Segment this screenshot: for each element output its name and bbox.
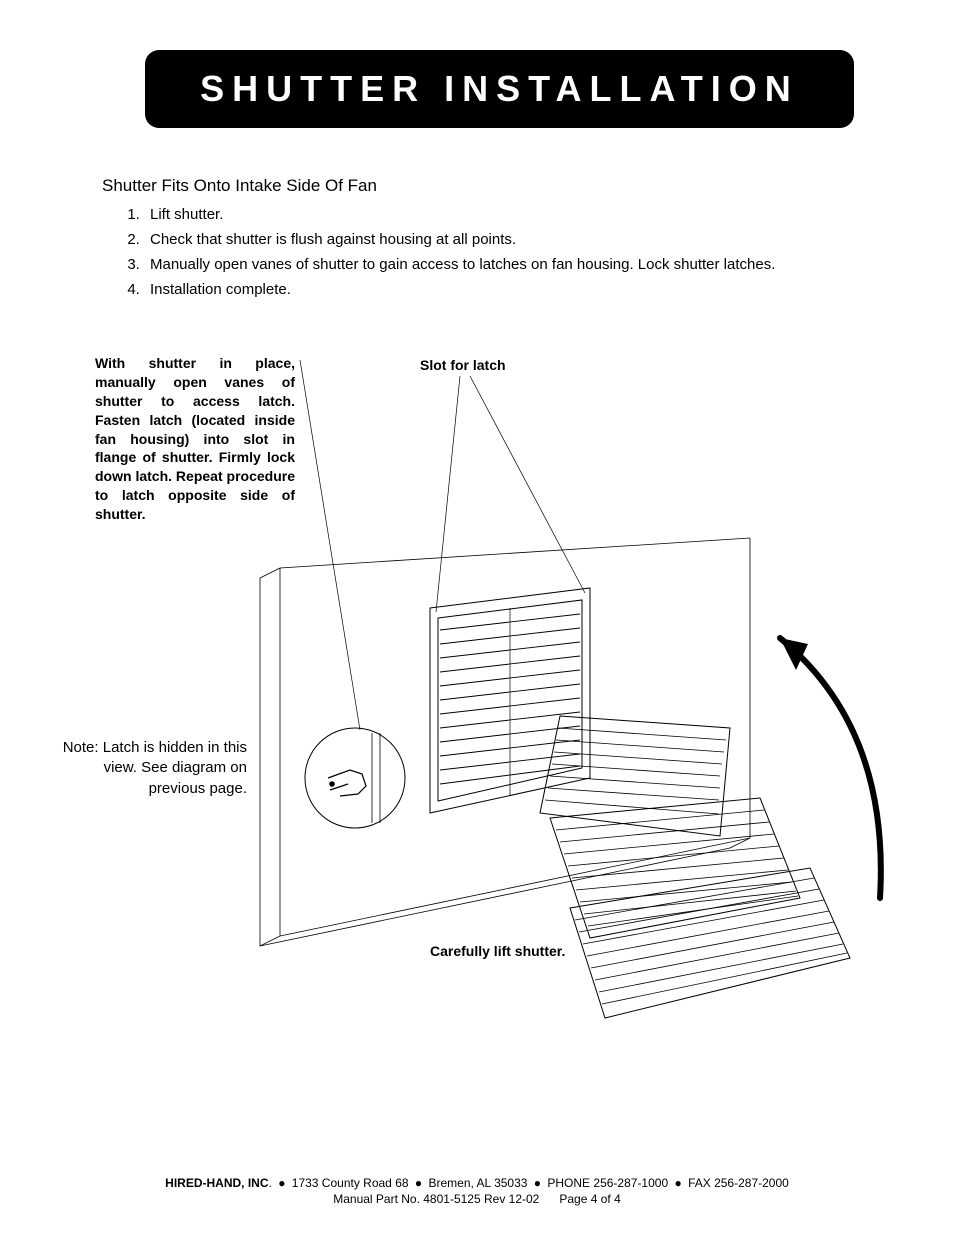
steps-list: Lift shutter. Check that shutter is flus… xyxy=(120,206,894,298)
title-bar: SHUTTER INSTALLATION xyxy=(145,50,854,128)
footer: HIRED-HAND, INC. ● 1733 County Road 68 ●… xyxy=(0,1175,954,1207)
step-item: Check that shutter is flush against hous… xyxy=(144,231,894,248)
page-title: SHUTTER INSTALLATION xyxy=(155,68,844,110)
step-item: Installation complete. xyxy=(144,281,894,298)
subtitle: Shutter Fits Onto Intake Side Of Fan xyxy=(102,176,894,196)
footer-line2: Manual Part No. 4801-5125 Rev 12-02 Page… xyxy=(0,1191,954,1207)
footer-line1: HIRED-HAND, INC. ● 1733 County Road 68 ●… xyxy=(0,1175,954,1191)
step-item: Manually open vanes of shutter to gain a… xyxy=(144,256,894,273)
installation-diagram xyxy=(60,338,920,1038)
step-item: Lift shutter. xyxy=(144,206,894,223)
diagram-region: With shutter in place, manually open van… xyxy=(60,338,894,1038)
page: SHUTTER INSTALLATION Shutter Fits Onto I… xyxy=(0,0,954,1235)
